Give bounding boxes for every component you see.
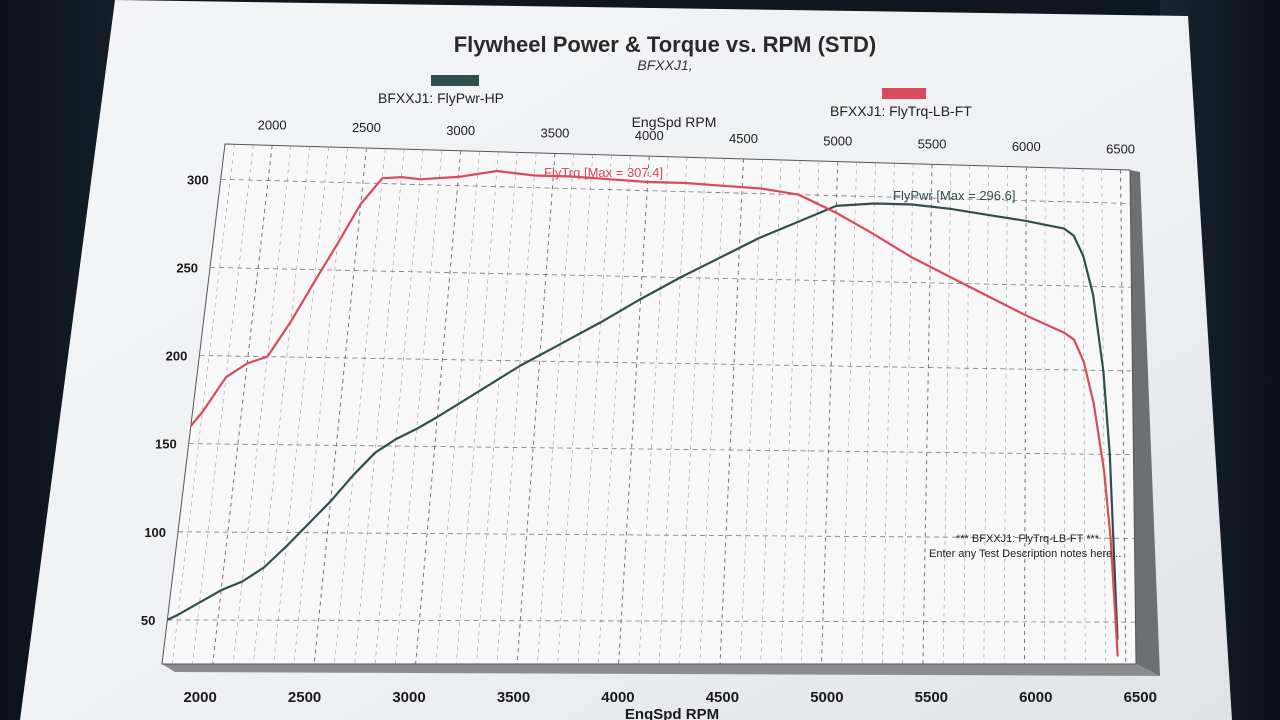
grid-line-vertical	[537, 153, 575, 664]
x-tick-label-bottom: 2000	[183, 689, 216, 706]
y-tick-label: 250	[176, 260, 198, 275]
x-tick-label-top: 6000	[1012, 139, 1041, 154]
x-tick-label-top: 4500	[729, 131, 758, 146]
chart-title: Flywheel Power & Torque vs. RPM (STD)	[454, 32, 877, 57]
legend-swatch-power	[431, 75, 479, 86]
grid-line-vertical	[212, 145, 273, 664]
x-tick-label-bottom: 4500	[706, 689, 739, 706]
grid-line-horizontal	[178, 531, 1135, 539]
grid-line-vertical	[942, 164, 952, 664]
power-max-label: FlyPwr [Max = 296.6]	[893, 188, 1015, 203]
torque-max-label: FlyTrq [Max = 307.4]	[544, 165, 663, 180]
x-tick-label-top: 5500	[918, 136, 947, 151]
legend-swatch-torque	[882, 88, 926, 99]
grid-line-vertical	[192, 144, 254, 664]
x-tick-label-bottom: 5000	[810, 689, 843, 706]
grid-line-vertical	[1120, 169, 1127, 664]
x-tick-label-bottom: 3000	[392, 689, 425, 706]
grid-line-vertical	[293, 147, 348, 664]
grid-line-horizontal	[210, 266, 1132, 288]
grid-line-vertical	[963, 165, 971, 664]
y-tick-label: 50	[141, 613, 155, 628]
grid-line-vertical	[374, 149, 424, 664]
grid-line-vertical	[313, 148, 367, 664]
grid-line-vertical	[516, 153, 556, 664]
x-axis-title-top: EngSpd RPM	[632, 114, 717, 130]
x-tick-label-bottom: 5500	[915, 689, 948, 706]
test-note-line-1: *** BFXXJ1: FlyTrq-LB-FT ***	[956, 533, 1100, 545]
x-tick-label-bottom: 2500	[288, 689, 321, 706]
grid-line-vertical	[983, 165, 989, 664]
torque-curve-line	[189, 169, 1119, 657]
tick-labels: 2000 2000 2500 2500 3000 3000 3500 3500 4000 4000…	[141, 117, 1157, 706]
grid-line-vertical	[577, 155, 612, 664]
legend-label-power: BFXXJ1: FlyPwr-HP	[378, 90, 504, 106]
x-tick-label-top: 4000	[635, 128, 664, 143]
x-axis-title-bottom: EngSpd RPM	[625, 706, 719, 720]
x-tick-label-top: 2000	[258, 117, 287, 132]
grid-line-vertical	[415, 150, 462, 664]
grid-line-vertical	[800, 161, 820, 664]
grid-line-vertical	[1101, 169, 1106, 664]
grid-line-vertical	[841, 162, 857, 664]
grid-line-vertical	[273, 146, 329, 664]
grid-line-horizontal	[188, 443, 1134, 456]
grid-line-vertical	[253, 146, 311, 664]
grid-line-vertical	[496, 152, 537, 664]
chart-subtitle: BFXXJ1,	[637, 57, 692, 73]
x-tick-label-top: 2500	[352, 120, 381, 135]
grid-line-vertical	[902, 163, 914, 664]
test-note-line-2: Enter any Test Description notes here...	[929, 548, 1121, 560]
x-tick-label-top: 5000	[823, 134, 852, 149]
grid-line-vertical	[861, 162, 876, 664]
grid-line-vertical	[395, 150, 443, 664]
grid-line-vertical	[435, 151, 480, 664]
y-tick-label: 200	[166, 349, 188, 364]
x-tick-label-bottom: 6500	[1124, 689, 1157, 706]
y-tick-label: 150	[155, 437, 177, 452]
series-layer	[166, 169, 1119, 657]
grid-line-vertical	[780, 160, 801, 664]
grid-line-vertical	[334, 148, 386, 664]
plot-area	[161, 143, 1137, 665]
y-tick-label: 300	[187, 172, 209, 187]
grid-line-horizontal	[220, 178, 1131, 204]
grid-line-vertical	[455, 151, 499, 664]
grid-line-vertical	[821, 161, 839, 664]
plot-shadow-bottom	[162, 664, 1160, 676]
grid-line-vertical	[557, 154, 593, 664]
plot-shadow	[1130, 170, 1160, 676]
legend-label-torque: BFXXJ1: FlyTrq-LB-FT	[830, 103, 972, 119]
x-tick-label-top: 3500	[540, 125, 569, 140]
x-tick-label-bottom: 4000	[601, 689, 634, 706]
power-curve-line	[166, 202, 1119, 641]
grid-line-horizontal	[199, 355, 1133, 372]
grid-line-vertical	[354, 149, 405, 664]
grid-line-vertical	[1003, 166, 1008, 664]
grid-line-vertical	[232, 145, 292, 664]
grid-line-vertical	[1063, 168, 1066, 664]
y-tick-label: 100	[144, 525, 166, 540]
grid-line-vertical	[1082, 168, 1086, 664]
grid-line-vertical	[597, 155, 631, 664]
x-tick-label-bottom: 3500	[497, 689, 530, 706]
grid-line-vertical	[476, 152, 518, 664]
grid-line-vertical	[922, 164, 933, 664]
grid-line-vertical	[1023, 167, 1027, 664]
x-tick-label-top: 3000	[446, 123, 475, 138]
x-tick-label-top: 6500	[1106, 142, 1135, 157]
x-tick-label-bottom: 6000	[1019, 689, 1052, 706]
grid-lines	[167, 144, 1136, 664]
